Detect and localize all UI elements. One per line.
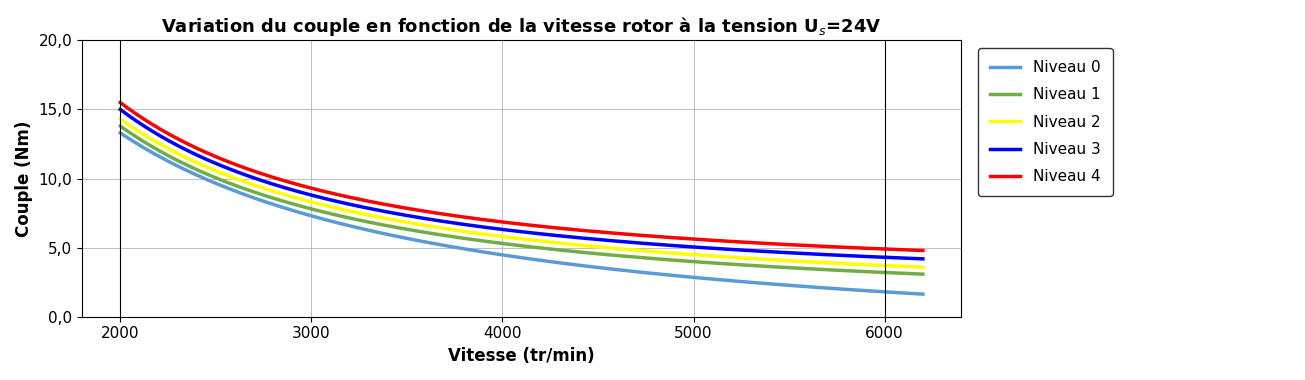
Line: Niveau 2: Niveau 2 [120,119,923,267]
Niveau 3 [770,250,786,255]
Niveau 3 [547,233,562,238]
Niveau 1 [499,242,514,246]
Niveau 3 [112,107,128,112]
Niveau 4 [493,220,509,224]
Niveau 4 [590,230,606,234]
Niveau 2 [895,264,911,269]
Niveau 2 [493,234,509,239]
Niveau 3 [493,227,509,232]
Niveau 4 [499,220,514,225]
Niveau 0 [547,260,562,264]
Niveau 4 [547,225,562,230]
Niveau 4 [915,248,930,253]
Niveau 2 [770,258,786,263]
Niveau 2 [590,245,606,249]
Line: Niveau 3: Niveau 3 [120,109,923,259]
X-axis label: Vitesse (tr/min): Vitesse (tr/min) [448,347,595,365]
Niveau 0 [915,292,930,296]
Niveau 2 [499,235,514,239]
Line: Niveau 4: Niveau 4 [120,103,923,250]
Niveau 1 [493,241,509,245]
Niveau 0 [493,252,509,257]
Niveau 1 [547,247,562,252]
Niveau 1 [590,252,606,256]
Legend: Niveau 0, Niveau 1, Niveau 2, Niveau 3, Niveau 4: Niveau 0, Niveau 1, Niveau 2, Niveau 3, … [977,48,1112,196]
Niveau 4 [895,247,911,252]
Y-axis label: Couple (Nm): Couple (Nm) [14,120,33,237]
Niveau 2 [915,265,930,269]
Niveau 0 [770,282,786,287]
Niveau 0 [590,265,606,270]
Niveau 3 [895,256,911,260]
Niveau 2 [547,240,562,245]
Niveau 3 [915,256,930,261]
Title: Variation du couple en fonction de la vitesse rotor à la tension U$_s$=24V: Variation du couple en fonction de la vi… [162,15,882,38]
Niveau 0 [112,131,128,135]
Niveau 2 [112,117,128,121]
Niveau 1 [915,272,930,276]
Niveau 3 [499,228,514,232]
Niveau 4 [770,242,786,246]
Niveau 1 [112,124,128,128]
Niveau 0 [499,253,514,258]
Niveau 1 [895,271,911,276]
Niveau 4 [112,100,128,105]
Niveau 0 [895,291,911,295]
Niveau 1 [770,265,786,269]
Niveau 3 [590,237,606,242]
Line: Niveau 0: Niveau 0 [120,133,923,294]
Line: Niveau 1: Niveau 1 [120,126,923,274]
